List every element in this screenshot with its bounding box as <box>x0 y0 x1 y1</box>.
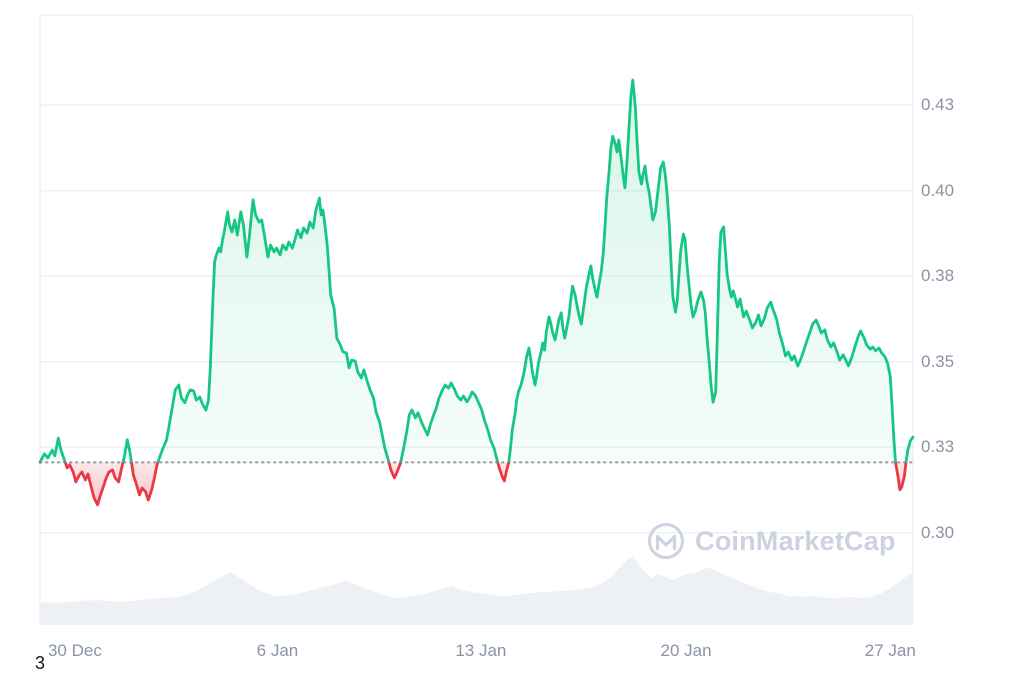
volume-area <box>40 556 913 625</box>
x-axis-tick-label: 6 Jan <box>256 641 299 660</box>
corner-page-note: 3 <box>35 653 46 673</box>
price-line-up <box>38 78 915 463</box>
x-axis-tick-label: 27 Jan <box>864 641 916 660</box>
y-axis-tick-label: 0.43 <box>921 95 955 115</box>
y-axis-tick-label: 0.40 <box>921 180 955 200</box>
y-axis-tick-label: 0.35 <box>921 351 955 371</box>
y-axis-tick-label: 0.38 <box>921 266 955 286</box>
x-axis-tick-label: 30 Dec <box>47 641 102 660</box>
x-axis-tick-label: 13 Jan <box>455 641 507 660</box>
price-area-up <box>40 80 913 463</box>
y-axis-tick-label: 0.30 <box>921 522 955 542</box>
x-axis-tick-label: 20 Jan <box>660 641 712 660</box>
y-axis-tick-label: 0.33 <box>921 437 955 457</box>
